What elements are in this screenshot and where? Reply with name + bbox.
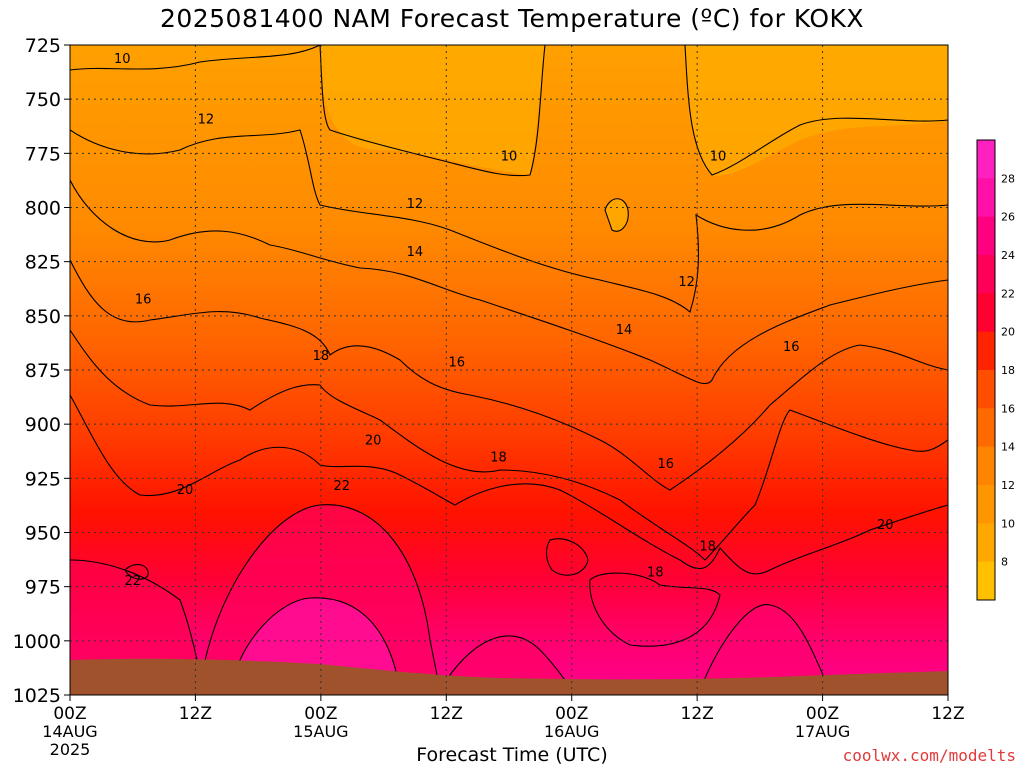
- y-tick-label: 800: [25, 198, 61, 220]
- contour-labels: 10 12 12 10 10 14 16 12 14 16 18 16 20 18 16 20 22 18 18 20…: [114, 52, 894, 589]
- colorbar-segment: [977, 370, 995, 409]
- colorbar-label: 20: [1001, 326, 1015, 339]
- x-tick-date: 17AUG: [795, 722, 850, 741]
- y-tick-label: 875: [25, 360, 61, 382]
- cool-pocket-15aug: [320, 45, 545, 175]
- colorbar: 8 10 12 14 16 18 20 22 24 26 28: [976, 139, 1015, 601]
- y-tick-label: 750: [25, 89, 61, 111]
- colorbar-segment: [977, 140, 995, 179]
- contour-label: 18: [699, 540, 716, 555]
- x-tick-label: 00Z: [555, 704, 588, 724]
- watermark[interactable]: coolwx.com/modelts: [842, 746, 1016, 765]
- colorbar-segment: [977, 523, 995, 563]
- contour-label: 14: [616, 323, 633, 338]
- cool-pocket-16aug: [685, 45, 948, 176]
- x-tick-label: 00Z: [53, 704, 86, 724]
- colorbar-label: 14: [1001, 441, 1015, 454]
- warm-pocket-16aug: [440, 635, 575, 690]
- contour-label: 16: [448, 355, 465, 370]
- x-tick-label: 00Z: [304, 704, 337, 724]
- colorbar-segment: [977, 331, 995, 371]
- colorbar-label: 16: [1001, 402, 1015, 415]
- contour-label: 10: [501, 150, 518, 165]
- x-tick-label: 12Z: [681, 704, 714, 724]
- contour-label: 20: [877, 518, 894, 533]
- contour-label: 18: [313, 349, 330, 364]
- colorbar-segment: [977, 293, 995, 333]
- contour-label: 12: [678, 275, 695, 290]
- colorbar-label: 18: [1001, 364, 1015, 377]
- colorbar-segment: [977, 446, 995, 486]
- contour-label: 18: [490, 451, 507, 466]
- cool-cell: [605, 198, 629, 232]
- contour-label: 14: [407, 245, 424, 260]
- contour-label: 22: [333, 479, 350, 494]
- colorbar-segment: [977, 255, 995, 294]
- colorbar-label: 24: [1001, 249, 1015, 262]
- x-tick-label: 12Z: [430, 704, 463, 724]
- colorbar-segment: [977, 485, 995, 524]
- colorbar-label: 28: [1001, 172, 1015, 185]
- colorbar-segment: [977, 561, 995, 601]
- contour-label: 20: [365, 433, 382, 448]
- contour-label: 10: [710, 150, 727, 165]
- y-tick-label: 850: [25, 306, 61, 328]
- y-tick-label: 825: [25, 252, 61, 274]
- contour-label: 12: [407, 197, 424, 212]
- x-tick-date: 15AUG: [293, 722, 348, 741]
- y-tick-label: 1025: [13, 685, 61, 707]
- x-axis-label: Forecast Time (UTC): [416, 744, 608, 766]
- contour-lines: [70, 45, 948, 691]
- colorbar-segment: [977, 408, 995, 448]
- colorbar-label: 12: [1001, 479, 1015, 492]
- contour-label: 16: [658, 457, 675, 472]
- colorbar-label: 22: [1001, 287, 1015, 300]
- x-tick-date: 14AUG: [42, 722, 97, 741]
- y-tick-label: 725: [25, 35, 61, 57]
- terrain-below-ground: [70, 658, 948, 695]
- x-tick-label: 12Z: [931, 704, 964, 724]
- y-tick-label: 1000: [13, 631, 61, 653]
- warm-pocket-14aug: [70, 560, 205, 690]
- y-axis: 725 750 775 800 825 850 875 900 925 950 975 1000 102…: [13, 35, 70, 707]
- y-tick-label: 975: [25, 577, 61, 599]
- y-tick-label: 900: [25, 414, 61, 436]
- colorbar-segment: [977, 178, 995, 218]
- contour-label: 16: [783, 340, 800, 355]
- contour-label: 18: [647, 566, 664, 581]
- x-tick-date: 16AUG: [544, 722, 599, 741]
- colorbar-label: 10: [1001, 517, 1015, 530]
- contour-label: 16: [135, 293, 152, 308]
- chart-title: 2025081400 NAM Forecast Temperature (ºC)…: [159, 4, 865, 33]
- y-tick-label: 925: [25, 468, 61, 490]
- contour-label: 10: [114, 52, 131, 67]
- contour-label: 20: [177, 483, 194, 498]
- x-tick-year: 2025: [50, 740, 91, 759]
- contour-label: 22: [124, 574, 141, 589]
- x-tick-label: 00Z: [806, 704, 839, 724]
- colorbar-label: 8: [1001, 556, 1008, 569]
- colorbar-segment: [977, 216, 995, 256]
- contour-label: 12: [198, 113, 215, 128]
- x-tick-label: 12Z: [179, 704, 212, 724]
- colorbar-frame: [976, 139, 996, 601]
- y-tick-label: 775: [25, 143, 61, 165]
- colorbar-label: 26: [1001, 211, 1015, 224]
- y-tick-label: 950: [25, 523, 61, 545]
